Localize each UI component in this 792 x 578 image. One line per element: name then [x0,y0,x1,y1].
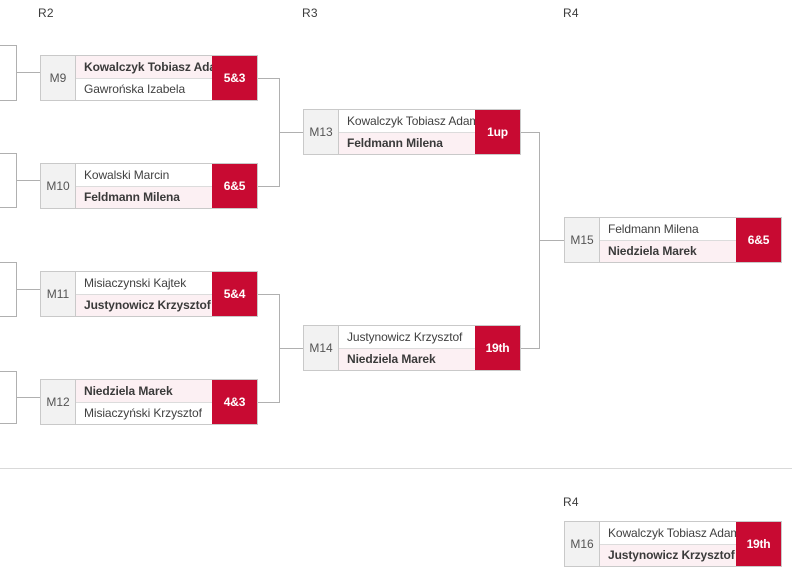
match-id: M16 [565,522,600,566]
player-row-winner: Niedziela Marek [76,380,212,403]
score-badge: 19th [736,522,781,566]
player-list: Misiaczynski Kajtek Justynowicz Krzyszto… [76,272,212,316]
round-label-r3: R3 [302,6,318,20]
match-m11[interactable]: M11 Misiaczynski Kajtek Justynowicz Krzy… [40,271,258,317]
round-label-r4-bottom: R4 [563,495,579,509]
match-m10[interactable]: M10 Kowalski Marcin Feldmann Milena 6&5 [40,163,258,209]
player-row: Misiaczynski Kajtek [76,272,212,295]
player-list: Justynowicz Krzysztof Niedziela Marek [339,326,475,370]
round-label-r2: R2 [38,6,54,20]
match-id: M9 [41,56,76,100]
score-badge: 4&3 [212,380,257,424]
player-list: Kowalczyk Tobiasz Adam Gawrońska Izabela [76,56,212,100]
player-row-winner: Justynowicz Krzysztof [76,294,212,316]
match-m16[interactable]: M16 Kowalczyk Tobiasz Adam Justynowicz K… [564,521,782,567]
player-row: Kowalczyk Tobiasz Adam [600,522,736,545]
player-list: Feldmann Milena Niedziela Marek [600,218,736,262]
match-m9[interactable]: M9 Kowalczyk Tobiasz Adam Gawrońska Izab… [40,55,258,101]
match-id: M12 [41,380,76,424]
match-m12[interactable]: M12 Niedziela Marek Misiaczyński Krzyszt… [40,379,258,425]
player-list: Kowalczyk Tobiasz Adam Feldmann Milena [339,110,475,154]
match-m14[interactable]: M14 Justynowicz Krzysztof Niedziela Mare… [303,325,521,371]
player-list: Niedziela Marek Misiaczyński Krzysztof [76,380,212,424]
score-badge: 19th [475,326,520,370]
match-id: M13 [304,110,339,154]
player-list: Kowalczyk Tobiasz Adam Justynowicz Krzys… [600,522,736,566]
player-row-winner: Justynowicz Krzysztof [600,544,736,566]
player-row-winner: Feldmann Milena [76,186,212,208]
match-m15[interactable]: M15 Feldmann Milena Niedziela Marek 6&5 [564,217,782,263]
score-badge: 5&3 [212,56,257,100]
match-id: M11 [41,272,76,316]
match-id: M15 [565,218,600,262]
score-badge: 5&4 [212,272,257,316]
player-row: Feldmann Milena [600,218,736,241]
match-id: M14 [304,326,339,370]
player-row-winner: Feldmann Milena [339,132,475,154]
player-row: Gawrońska Izabela [84,82,186,97]
player-row-winner: Kowalczyk Tobiasz Adam [76,56,212,79]
player-row-winner: Niedziela Marek [339,348,475,370]
score-badge: 6&5 [212,164,257,208]
match-m13[interactable]: M13 Kowalczyk Tobiasz Adam Feldmann Mile… [303,109,521,155]
player-row: Misiaczyński Krzysztof [84,406,202,421]
match-id: M10 [41,164,76,208]
score-badge: 6&5 [736,218,781,262]
player-row: Kowalczyk Tobiasz Adam [339,110,475,133]
player-list: Kowalski Marcin Feldmann Milena [76,164,212,208]
player-row-winner: Niedziela Marek [600,240,736,262]
score-badge: 1up [475,110,520,154]
player-row: Justynowicz Krzysztof [339,326,475,349]
round-label-r4: R4 [563,6,579,20]
player-row: Kowalski Marcin [76,164,212,187]
